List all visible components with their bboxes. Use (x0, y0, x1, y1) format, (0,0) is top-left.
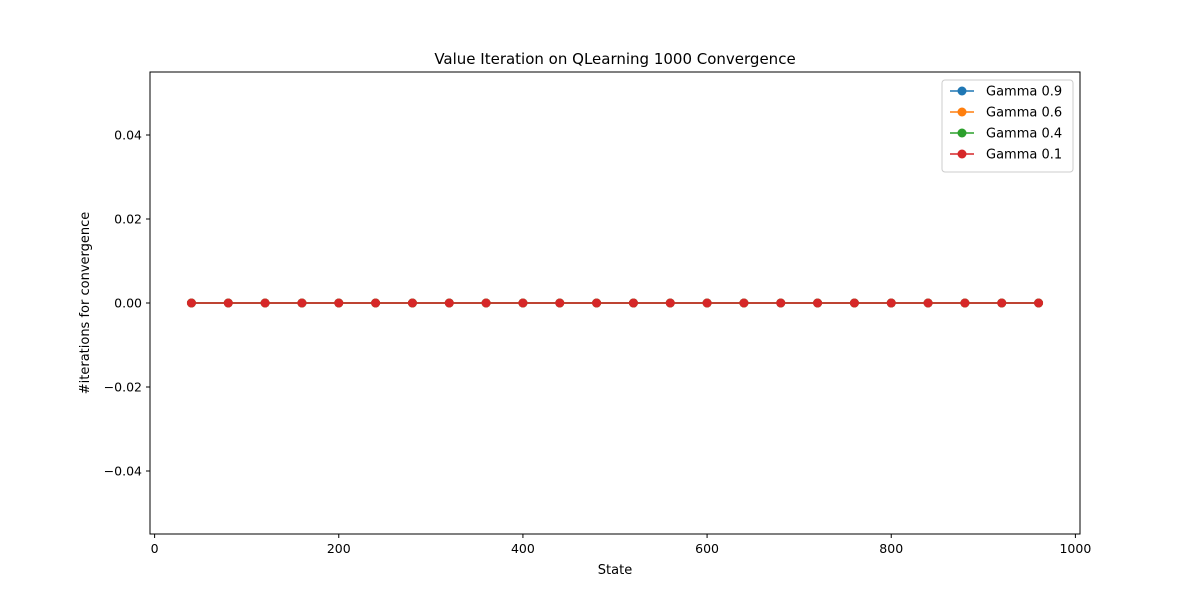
data-point (555, 298, 565, 308)
legend-item: Gamma 0.9 (950, 85, 1062, 100)
data-point (371, 298, 381, 308)
legend: Gamma 0.9 Gamma 0.6 Gamma 0.4 Gamma 0.1 (941, 79, 1074, 173)
data-point (592, 298, 602, 308)
data-point (481, 298, 491, 308)
x-tick-label: 1000 (1059, 541, 1091, 556)
plot-series (186, 298, 1044, 308)
y-tick-label: −0.04 (104, 464, 142, 479)
legend-marker (957, 149, 967, 159)
data-point (186, 298, 196, 308)
data-point (665, 298, 675, 308)
data-point (297, 298, 307, 308)
y-tick-label: 0.02 (114, 212, 142, 227)
y-axis-ticks: −0.04 −0.02 0.00 0.02 0.04 (104, 128, 150, 479)
legend-label: Gamma 0.4 (986, 127, 1062, 142)
data-point (628, 298, 638, 308)
y-tick-label: −0.02 (104, 380, 142, 395)
legend-label: Gamma 0.6 (986, 106, 1062, 121)
data-point (813, 298, 823, 308)
data-point (1034, 298, 1044, 308)
data-point (444, 298, 454, 308)
legend-marker (957, 128, 967, 138)
data-point (886, 298, 896, 308)
x-axis-label: State (598, 563, 632, 578)
series-gamma-0-1 (186, 298, 1044, 308)
y-tick-label: 0.00 (114, 296, 142, 311)
data-point (960, 298, 970, 308)
data-point (223, 298, 233, 308)
x-tick-label: 800 (879, 541, 903, 556)
legend-item: Gamma 0.4 (950, 127, 1062, 142)
legend-label: Gamma 0.9 (986, 85, 1062, 100)
x-tick-label: 600 (695, 541, 719, 556)
y-tick-label: 0.04 (114, 128, 142, 143)
data-point (776, 298, 786, 308)
y-axis-label: #iterations for convergence (78, 212, 93, 395)
legend-frame (941, 79, 1074, 173)
data-point (739, 298, 749, 308)
legend-label: Gamma 0.1 (986, 148, 1062, 163)
x-tick-label: 0 (151, 541, 159, 556)
x-tick-label: 400 (511, 541, 535, 556)
x-axis-ticks: 0 200 400 600 800 1000 (151, 534, 1091, 556)
plot-frame (149, 71, 1081, 535)
legend-marker (957, 107, 967, 117)
legend-item: Gamma 0.6 (950, 106, 1062, 121)
data-point (407, 298, 417, 308)
data-point (849, 298, 859, 308)
legend-item: Gamma 0.1 (950, 148, 1062, 163)
data-point (923, 298, 933, 308)
chart-title: Value Iteration on QLearning 1000 Conver… (434, 50, 795, 68)
data-point (702, 298, 712, 308)
legend-marker (957, 86, 967, 96)
data-point (260, 298, 270, 308)
x-tick-label: 200 (327, 541, 351, 556)
data-point (997, 298, 1007, 308)
data-point (518, 298, 528, 308)
data-point (334, 298, 344, 308)
